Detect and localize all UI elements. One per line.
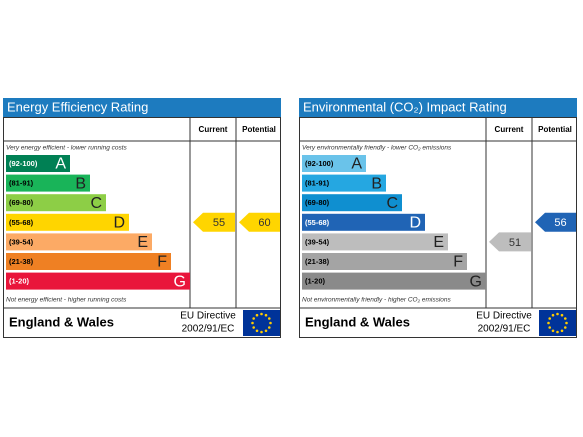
eu-star: [267, 326, 271, 329]
band-letter: C: [386, 195, 398, 212]
bottom-note: Not environmentally friendly - higher CO…: [302, 297, 452, 304]
eu-star: [264, 329, 268, 333]
rating-band: [302, 253, 467, 270]
band-letter: F: [453, 254, 463, 271]
rating-value: 56: [554, 217, 566, 229]
eu-star: [565, 321, 568, 325]
column-header: Current: [495, 125, 524, 134]
band-range: (21-38): [305, 257, 330, 266]
rating-arrow: [193, 212, 235, 232]
eu-star: [556, 312, 559, 316]
eu-star: [563, 317, 567, 320]
eu-star: [551, 313, 555, 317]
eu-star: [547, 321, 550, 325]
band-letter: D: [409, 215, 421, 232]
eu-star: [548, 317, 552, 320]
band-letter: E: [137, 234, 148, 251]
band-letter: C: [90, 195, 102, 212]
rating-band: [6, 253, 171, 270]
bottom-note: Not energy efficient - higher running co…: [6, 297, 127, 304]
eu-star: [551, 329, 555, 333]
band-letter: A: [351, 156, 362, 173]
top-note: Very environmentally friendly - lower CO…: [302, 145, 452, 152]
panel-box: [299, 117, 577, 338]
eu-star: [560, 329, 564, 333]
rating-band: [302, 272, 486, 290]
eu-star: [255, 313, 259, 317]
rating-band: [302, 194, 402, 212]
eu-star: [260, 312, 263, 316]
band-range: (81-91): [9, 179, 34, 188]
rating-band: [6, 155, 70, 172]
rating-band: [302, 213, 425, 231]
band-range: (69-80): [9, 198, 34, 207]
eu-star: [264, 313, 268, 317]
band-range: (39-54): [9, 237, 34, 246]
band-letter: B: [75, 175, 86, 192]
eu-star: [548, 326, 552, 329]
eu-star: [251, 321, 254, 325]
eu-star: [260, 330, 263, 334]
band-letter: F: [157, 254, 167, 271]
eu-star: [556, 330, 559, 334]
rating-value: 51: [509, 237, 521, 249]
rating-arrow: [239, 212, 280, 232]
band-range: (1-20): [305, 277, 326, 286]
band-range: (55-68): [9, 218, 34, 227]
column-header: Current: [199, 125, 228, 134]
top-note: Very energy efficient - lower running co…: [6, 145, 128, 152]
eu-star: [563, 326, 567, 329]
rating-band: [6, 233, 152, 251]
band-range: (1-20): [9, 277, 30, 286]
band-range: (39-54): [305, 237, 330, 246]
band-range: (69-80): [305, 198, 330, 207]
rating-band: [6, 213, 129, 231]
rating-band: [6, 272, 190, 290]
band-letter: G: [174, 273, 186, 290]
title-bar: [299, 98, 577, 117]
rating-value: 60: [258, 217, 270, 229]
band-letter: E: [433, 234, 444, 251]
band-range: (92-100): [9, 159, 38, 168]
column-header: Potential: [242, 125, 276, 134]
band-letter: G: [470, 273, 482, 290]
band-range: (55-68): [305, 218, 330, 227]
panel-title: Environmental (CO₂) Impact Rating: [303, 99, 507, 114]
rating-band: [302, 233, 448, 251]
title-bar: [3, 98, 281, 117]
rating-arrow: [535, 212, 576, 232]
column-header: Potential: [538, 125, 572, 134]
rating-band: [302, 174, 386, 192]
rating-band: [6, 174, 90, 192]
band-range: (92-100): [305, 159, 334, 168]
eu-star: [267, 317, 271, 320]
eu-star: [255, 329, 259, 333]
footer-region: England & Wales: [9, 314, 114, 329]
footer-region: England & Wales: [305, 314, 410, 329]
band-letter: D: [113, 215, 125, 232]
band-range: (81-91): [305, 179, 330, 188]
panel-box: [3, 117, 281, 338]
eu-star: [252, 326, 256, 329]
panel-title: Energy Efficiency Rating: [7, 99, 148, 114]
band-range: (21-38): [9, 257, 34, 266]
footer-directive: EU Directive: [476, 311, 532, 322]
eu-star: [560, 313, 564, 317]
footer-directive: EU Directive: [180, 311, 236, 322]
eu-star: [252, 317, 256, 320]
band-letter: B: [371, 175, 382, 192]
rating-band: [302, 155, 366, 172]
footer-code: 2002/91/EC: [182, 324, 235, 335]
rating-band: [6, 194, 106, 212]
eu-star: [269, 321, 272, 325]
band-letter: A: [55, 156, 66, 173]
rating-arrow: [489, 232, 531, 252]
footer-code: 2002/91/EC: [478, 324, 531, 335]
rating-value: 55: [213, 217, 225, 229]
